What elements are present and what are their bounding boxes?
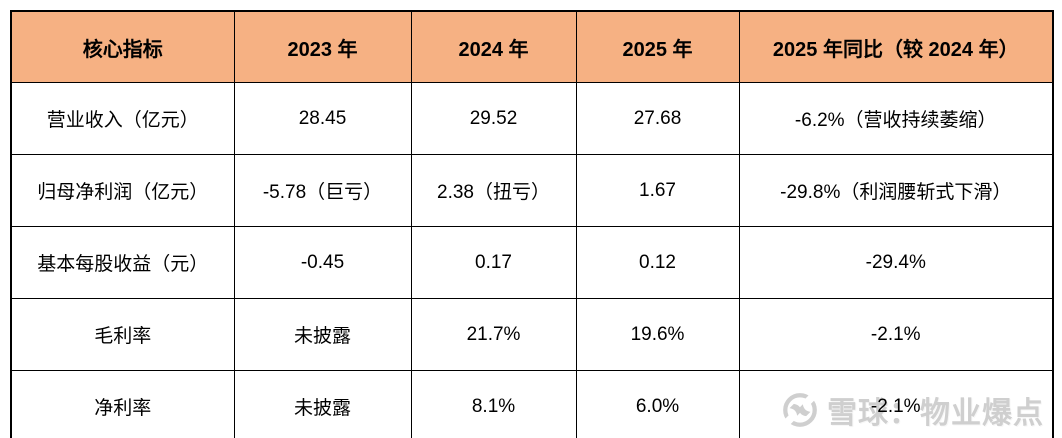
table-cell: 29.52	[410, 82, 577, 155]
table-cell: -0.45	[233, 226, 412, 299]
header-cell-2024: 2024 年	[410, 10, 577, 83]
table-cell: 28.45	[233, 82, 412, 155]
table-row-eps: 基本每股收益（元） -0.45 0.17 0.12 -29.4%	[10, 226, 1054, 299]
row-label: 净利率	[10, 370, 235, 438]
table-cell: -29.4%	[738, 226, 1054, 299]
table-cell: -5.78（巨亏）	[233, 154, 412, 227]
table-cell: 6.0%	[575, 370, 740, 438]
row-label: 毛利率	[10, 298, 235, 371]
financial-metrics-table: 核心指标 2023 年 2024 年 2025 年 2025 年同比（较 202…	[10, 10, 1054, 438]
table-row-revenue: 营业收入（亿元） 28.45 29.52 27.68 -6.2%（营收持续萎缩）	[10, 82, 1054, 155]
table-cell: 未披露	[233, 370, 412, 438]
table-cell: -2.1%	[738, 298, 1054, 371]
table-cell: 0.17	[410, 226, 577, 299]
table-cell: 27.68	[575, 82, 740, 155]
header-cell-yoy: 2025 年同比（较 2024 年）	[738, 10, 1054, 83]
table-header-row: 核心指标 2023 年 2024 年 2025 年 2025 年同比（较 202…	[10, 10, 1054, 83]
table-cell: 21.7%	[410, 298, 577, 371]
header-cell-core-indicator: 核心指标	[10, 10, 235, 83]
table-cell: 1.67	[575, 154, 740, 227]
header-cell-2023: 2023 年	[233, 10, 412, 83]
table-cell: -29.8%（利润腰斩式下滑）	[738, 154, 1054, 227]
row-label: 营业收入（亿元）	[10, 82, 235, 155]
header-cell-2025: 2025 年	[575, 10, 740, 83]
table-cell: -2.1%	[738, 370, 1054, 438]
table-row-net-profit: 归母净利润（亿元） -5.78（巨亏） 2.38（扭亏） 1.67 -29.8%…	[10, 154, 1054, 227]
table-cell: 8.1%	[410, 370, 577, 438]
table-row-gross-margin: 毛利率 未披露 21.7% 19.6% -2.1%	[10, 298, 1054, 371]
table-cell: 2.38（扭亏）	[410, 154, 577, 227]
table-row-net-margin: 净利率 未披露 8.1% 6.0% -2.1%	[10, 370, 1054, 438]
table-cell: -6.2%（营收持续萎缩）	[738, 82, 1054, 155]
row-label: 归母净利润（亿元）	[10, 154, 235, 227]
table-cell: 未披露	[233, 298, 412, 371]
table-cell: 19.6%	[575, 298, 740, 371]
table-cell: 0.12	[575, 226, 740, 299]
row-label: 基本每股收益（元）	[10, 226, 235, 299]
